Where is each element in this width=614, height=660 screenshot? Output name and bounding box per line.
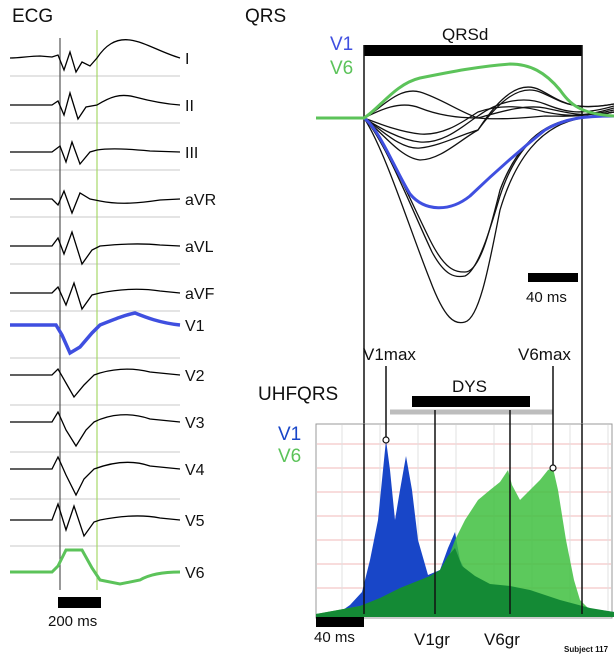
ecg-grid: [10, 75, 180, 547]
qrs-trace-4: [316, 106, 614, 135]
v1max-label: V1max: [363, 345, 416, 364]
ecg-traces: [9, 39, 181, 586]
ecg-title: ECG: [12, 6, 53, 27]
qrs-trace-9: [316, 111, 614, 278]
ecg-lead-label-v4: V4: [185, 462, 205, 479]
ecg-lead-label-v5: V5: [185, 513, 205, 530]
v1max-point: [382, 436, 390, 444]
uhfqrs-v6-envelope: [316, 468, 614, 617]
uhfqrs-v1-envelope: [316, 440, 614, 617]
ecg-trace-avl: [10, 229, 181, 266]
qrs-title: QRS: [245, 6, 286, 27]
ecg-lead-label-v2: V2: [185, 368, 205, 385]
qrs-trace-2: [316, 86, 614, 161]
ecg-trace-v5: [10, 501, 181, 538]
ecg-trace-v6: [10, 548, 181, 586]
uhfqrs-envelopes: [316, 440, 614, 617]
ecg-trace-iii: [10, 139, 181, 166]
qrs-trace-v1: [316, 114, 614, 210]
qrs-scale-bar: [528, 273, 578, 282]
uhfqrs-overlap-envelope: [316, 548, 614, 617]
v6max-point: [549, 464, 557, 472]
uhfqrs-legend-v1: V1: [278, 424, 301, 445]
subject-label: Subject 117: [564, 645, 609, 654]
qrsd-bar: [364, 45, 582, 56]
qrs-legend-v6: V6: [330, 58, 353, 79]
qrs-trace-8: [316, 111, 614, 324]
qrs-legend-v1: V1: [330, 34, 353, 55]
ecg-trace-avr: [10, 189, 181, 215]
v6max-label: V6max: [518, 345, 571, 364]
qrs-trace-v6: [316, 62, 614, 120]
ecg-trace-i: [9, 39, 181, 74]
v1gr-label: V1gr: [414, 630, 450, 649]
ecg-scale-bar-label: 200 ms: [48, 613, 97, 630]
uhfqrs-scale-bar-label: 40 ms: [314, 629, 355, 646]
ecg-lead-label-v6: V6: [185, 565, 205, 582]
uhfqrs-legend-v6: V6: [278, 446, 301, 467]
ecg-trace-avf: [10, 280, 181, 311]
ecg-lead-label-v1: V1: [185, 318, 205, 335]
ecg-lead-label-ii: II: [185, 98, 194, 115]
dys-label: DYS: [452, 377, 487, 396]
uhfqrs-scale-bar: [316, 617, 364, 627]
ecg-lead-label-avf: aVF: [185, 286, 215, 303]
ecg-trace-v3: [10, 410, 181, 448]
ecg-trace-v1: [10, 311, 181, 356]
ecg-lead-label-iii: III: [185, 145, 198, 162]
ecg-lead-label-avl: aVL: [185, 239, 214, 256]
v6gr-label: V6gr: [484, 630, 520, 649]
ecg-scale-bar: [58, 597, 101, 608]
qrs-trace-7: [316, 111, 614, 273]
qrs-overlay-traces: [316, 62, 614, 324]
ecg-lead-label-v3: V3: [185, 415, 205, 432]
qrs-scale-bar-label: 40 ms: [526, 289, 567, 306]
ecg-lead-label-i: I: [185, 51, 189, 68]
qrs-trace-6: [316, 90, 614, 119]
uhfqrs-markers: [363, 366, 583, 614]
uhfqrs-title: UHFQRS: [258, 384, 338, 405]
dys-bar: [412, 396, 530, 407]
ecg-trace-v2: [10, 367, 181, 399]
ecg-trace-v4: [10, 455, 181, 497]
qrsd-label: QRSd: [442, 25, 488, 44]
qrs-trace-3: [316, 99, 614, 143]
ecg-trace-ii: [10, 90, 181, 121]
ecg-lead-label-avr: aVR: [185, 192, 216, 209]
